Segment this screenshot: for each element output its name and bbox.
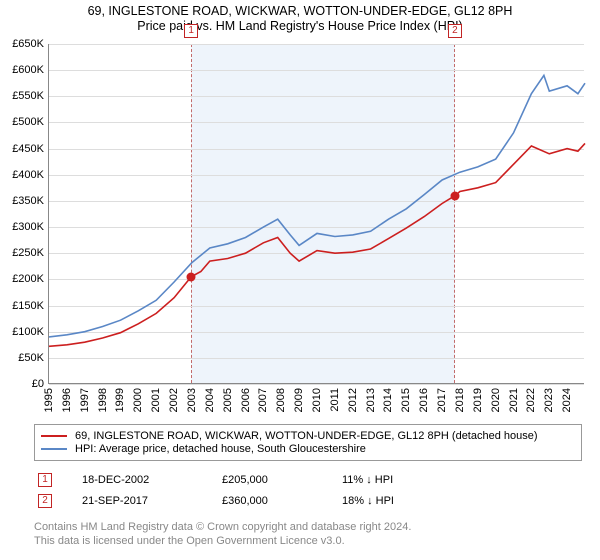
series-hpi xyxy=(49,75,585,337)
x-tick-label: 1995 xyxy=(43,388,55,412)
sale-pct-vs-hpi: 18% ↓ HPI xyxy=(342,495,452,507)
x-tick-label: 1998 xyxy=(97,388,109,412)
x-tick-label: 2007 xyxy=(257,388,269,412)
footer-attribution: Contains HM Land Registry data © Crown c… xyxy=(34,520,582,549)
x-tick-label: 2024 xyxy=(561,388,573,412)
y-tick-label: £350K xyxy=(0,195,44,207)
legend-item: 69, INGLESTONE ROAD, WICKWAR, WOTTON-UND… xyxy=(41,430,575,442)
x-tick-label: 2020 xyxy=(490,388,502,412)
sales-table: 1 18-DEC-2002 £205,000 11% ↓ HPI 2 21-SEP-201… xyxy=(34,469,582,511)
x-tick-label: 2017 xyxy=(436,388,448,412)
x-tick-label: 2013 xyxy=(365,388,377,412)
sale-date: 21-SEP-2017 xyxy=(82,495,192,507)
x-tick-label: 2014 xyxy=(382,388,394,412)
y-tick-label: £300K xyxy=(0,221,44,233)
y-tick-label: £150K xyxy=(0,300,44,312)
sale-marker-2: 2 xyxy=(448,24,462,38)
sale-price: £360,000 xyxy=(222,495,312,507)
y-tick-label: £200K xyxy=(0,273,44,285)
y-tick-label: £600K xyxy=(0,64,44,76)
legend-label: HPI: Average price, detached house, Sout… xyxy=(75,443,366,455)
y-tick-label: £550K xyxy=(0,90,44,102)
x-tick-label: 1996 xyxy=(61,388,73,412)
y-tick-label: £100K xyxy=(0,326,44,338)
x-tick-label: 1997 xyxy=(79,388,91,412)
x-tick-label: 2023 xyxy=(543,388,555,412)
sale-pct-vs-hpi: 11% ↓ HPI xyxy=(342,474,452,486)
x-tick-label: 2002 xyxy=(168,388,180,412)
gridline xyxy=(49,384,584,385)
x-tick-label: 2010 xyxy=(311,388,323,412)
chart-lines xyxy=(49,44,585,384)
sale-marker-1: 1 xyxy=(184,24,198,38)
footer-line-1: Contains HM Land Registry data © Crown c… xyxy=(34,520,582,534)
y-tick-label: £250K xyxy=(0,247,44,259)
legend-swatch xyxy=(41,448,67,450)
x-tick-label: 2004 xyxy=(204,388,216,412)
x-tick-label: 2018 xyxy=(454,388,466,412)
x-tick-label: 2009 xyxy=(293,388,305,412)
footer-line-2: This data is licensed under the Open Gov… xyxy=(34,534,582,548)
y-tick-label: £500K xyxy=(0,116,44,128)
y-tick-label: £50K xyxy=(0,352,44,364)
y-tick-label: £450K xyxy=(0,143,44,155)
x-tick-label: 2022 xyxy=(525,388,537,412)
sale-row: 2 21-SEP-2017 £360,000 18% ↓ HPI xyxy=(34,490,582,511)
x-tick-label: 2011 xyxy=(329,388,341,412)
price-chart: £0£50K£100K£150K£200K£250K£300K£350K£400… xyxy=(48,44,584,384)
x-tick-label: 2021 xyxy=(508,388,520,412)
legend-swatch xyxy=(41,435,67,437)
sale-marker-box: 2 xyxy=(38,494,52,508)
x-tick-label: 2003 xyxy=(186,388,198,412)
chart-legend: 69, INGLESTONE ROAD, WICKWAR, WOTTON-UND… xyxy=(34,424,582,461)
x-tick-label: 2015 xyxy=(400,388,412,412)
x-tick-label: 2019 xyxy=(472,388,484,412)
legend-label: 69, INGLESTONE ROAD, WICKWAR, WOTTON-UND… xyxy=(75,430,538,442)
x-tick-label: 2000 xyxy=(132,388,144,412)
x-tick-label: 2016 xyxy=(418,388,430,412)
y-tick-label: £400K xyxy=(0,169,44,181)
x-tick-label: 2008 xyxy=(275,388,287,412)
sale-price: £205,000 xyxy=(222,474,312,486)
x-tick-label: 2005 xyxy=(222,388,234,412)
sale-row: 1 18-DEC-2002 £205,000 11% ↓ HPI xyxy=(34,469,582,490)
y-tick-label: £650K xyxy=(0,38,44,50)
sale-date: 18-DEC-2002 xyxy=(82,474,192,486)
x-tick-label: 2001 xyxy=(150,388,162,412)
page-subtitle: Price paid vs. HM Land Registry's House … xyxy=(0,19,600,33)
page-title: 69, INGLESTONE ROAD, WICKWAR, WOTTON-UND… xyxy=(0,4,600,18)
y-tick-label: £0 xyxy=(0,378,44,390)
x-tick-label: 1999 xyxy=(114,388,126,412)
legend-item: HPI: Average price, detached house, Sout… xyxy=(41,443,575,455)
sale-marker-box: 1 xyxy=(38,473,52,487)
x-tick-label: 2012 xyxy=(347,388,359,412)
sale-dot xyxy=(450,191,459,200)
x-tick-label: 2006 xyxy=(240,388,252,412)
sale-dot xyxy=(187,272,196,281)
